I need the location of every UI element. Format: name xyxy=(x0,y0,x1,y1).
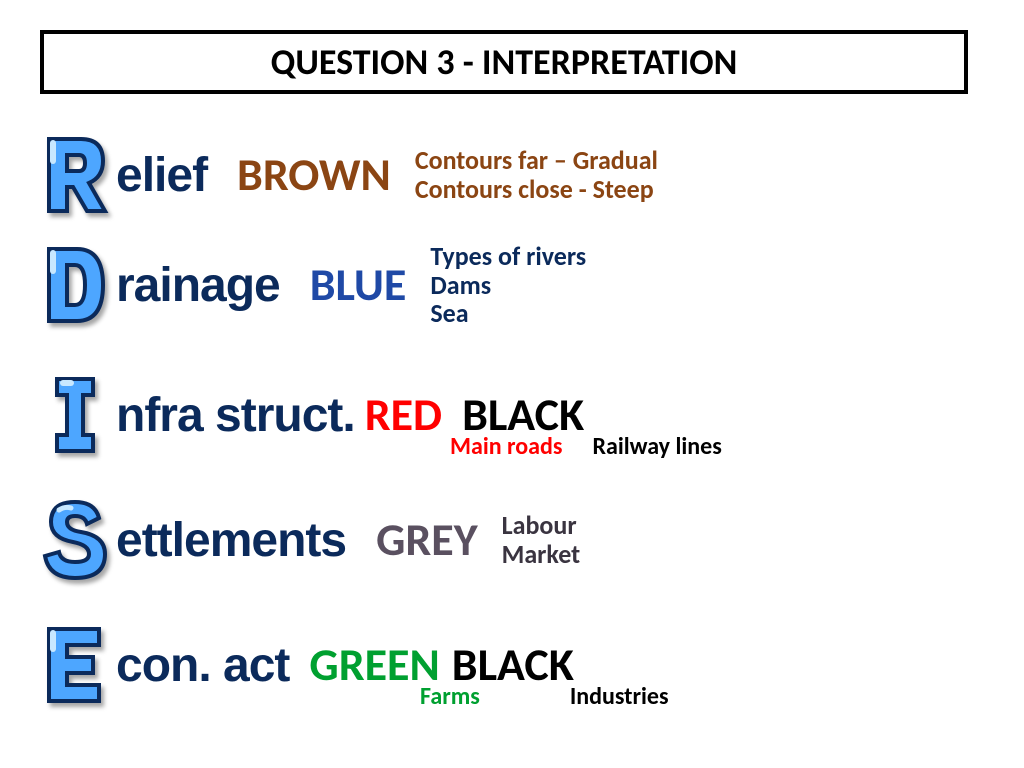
letter-e-icon xyxy=(40,620,110,710)
desc-settlements: Labour Market xyxy=(502,511,581,568)
color-red: RED xyxy=(365,387,442,443)
desc-relief: Contours far – Gradual Contours close - … xyxy=(415,146,658,203)
letter-i-icon xyxy=(40,370,110,460)
sub-industries: Industries xyxy=(570,682,669,711)
color-grey: GREY xyxy=(376,512,478,568)
sublabels-infra: Main roads Railway lines xyxy=(450,432,722,461)
letter-s-icon xyxy=(40,495,110,585)
desc-drainage: Types of rivers Dams Sea xyxy=(430,242,586,328)
sub-farms: Farms xyxy=(420,682,480,711)
word-infra: nfra struct. xyxy=(116,388,355,443)
sub-railway: Railway lines xyxy=(592,432,721,461)
page-title: QUESTION 3 - INTERPRETATION xyxy=(40,30,968,94)
letter-d-icon xyxy=(40,240,110,330)
row-relief: elief BROWN Contours far – Gradual Conto… xyxy=(40,130,1000,220)
sub-mainroads: Main roads xyxy=(450,432,562,461)
color-blue: BLUE xyxy=(310,257,407,313)
word-econact: con. act xyxy=(116,638,289,693)
color-brown: BROWN xyxy=(237,147,391,203)
sublabels-econ: Farms Industries xyxy=(420,682,669,711)
word-relief: elief xyxy=(116,148,207,203)
word-drainage: rainage xyxy=(116,258,280,313)
letter-r-icon xyxy=(40,130,110,220)
row-settlements: ettlements GREY Labour Market xyxy=(40,495,1000,585)
row-drainage: rainage BLUE Types of rivers Dams Sea xyxy=(40,240,1000,330)
word-settlements: ettlements xyxy=(116,513,346,568)
